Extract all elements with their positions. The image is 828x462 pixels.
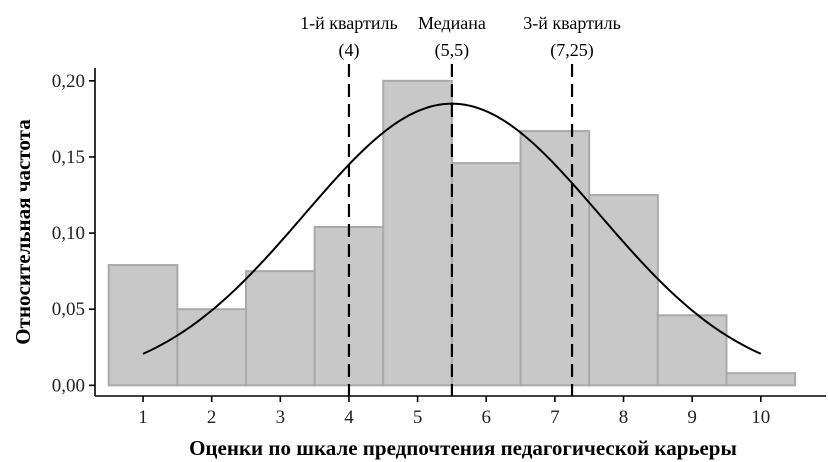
x-tick-label-9: 9 [687, 407, 697, 428]
x-tick-label-1: 1 [138, 407, 148, 428]
histogram-bars [107, 79, 797, 387]
histogram-bar-1 [107, 264, 179, 387]
normal-density-curve [142, 102, 762, 355]
histogram-bar-9 [656, 314, 728, 387]
x-tick-label-7: 7 [550, 407, 560, 428]
histogram-bar-8 [588, 194, 659, 387]
x-tick-label-3: 3 [276, 407, 286, 428]
x-tick-label-8: 8 [619, 407, 629, 428]
reference-line-label-1: 1-й квартиль [300, 13, 398, 33]
histogram-bar-3 [245, 270, 316, 387]
x-axis-title: Оценки по шкале предпочтения педагогичес… [189, 436, 737, 460]
histogram-bar-10 [725, 372, 797, 387]
x-tick-label-5: 5 [413, 407, 423, 428]
x-tick-label-2: 2 [207, 407, 217, 428]
x-tick-label-10: 10 [751, 407, 770, 428]
reference-lines: 1-й квартиль (4) Медиана (5,5) 3-й квартиль (… [300, 13, 621, 396]
y-tick-label-0,00: 0,00 [52, 375, 85, 396]
y-tick-label-0,10: 0,10 [52, 223, 85, 244]
axes: 1 2 3 4 5 6 7 8 9 10 0,00 0,05 0,10 0,15 0,20 [52, 68, 826, 428]
reference-line-label-3: 3-й квартиль [523, 13, 621, 33]
reference-line-label-2: Медиана [418, 13, 486, 33]
reference-line-value-2: (5,5) [435, 40, 470, 61]
x-tick-label-6: 6 [481, 407, 491, 428]
histogram-bar-6 [450, 162, 522, 387]
reference-line-value-1: (4) [338, 40, 359, 61]
y-tick-label-0,05: 0,05 [52, 299, 85, 320]
histogram-bar-2 [176, 308, 248, 387]
reference-line-value-3: (7,25) [550, 40, 594, 61]
x-tick-label-4: 4 [344, 407, 354, 428]
y-tick-label-0,20: 0,20 [52, 71, 85, 92]
y-axis-title: Относительная частота [11, 119, 35, 345]
y-tick-label-0,15: 0,15 [52, 147, 85, 168]
histogram-bar-5 [382, 79, 453, 387]
histogram-bar-7 [519, 130, 591, 387]
